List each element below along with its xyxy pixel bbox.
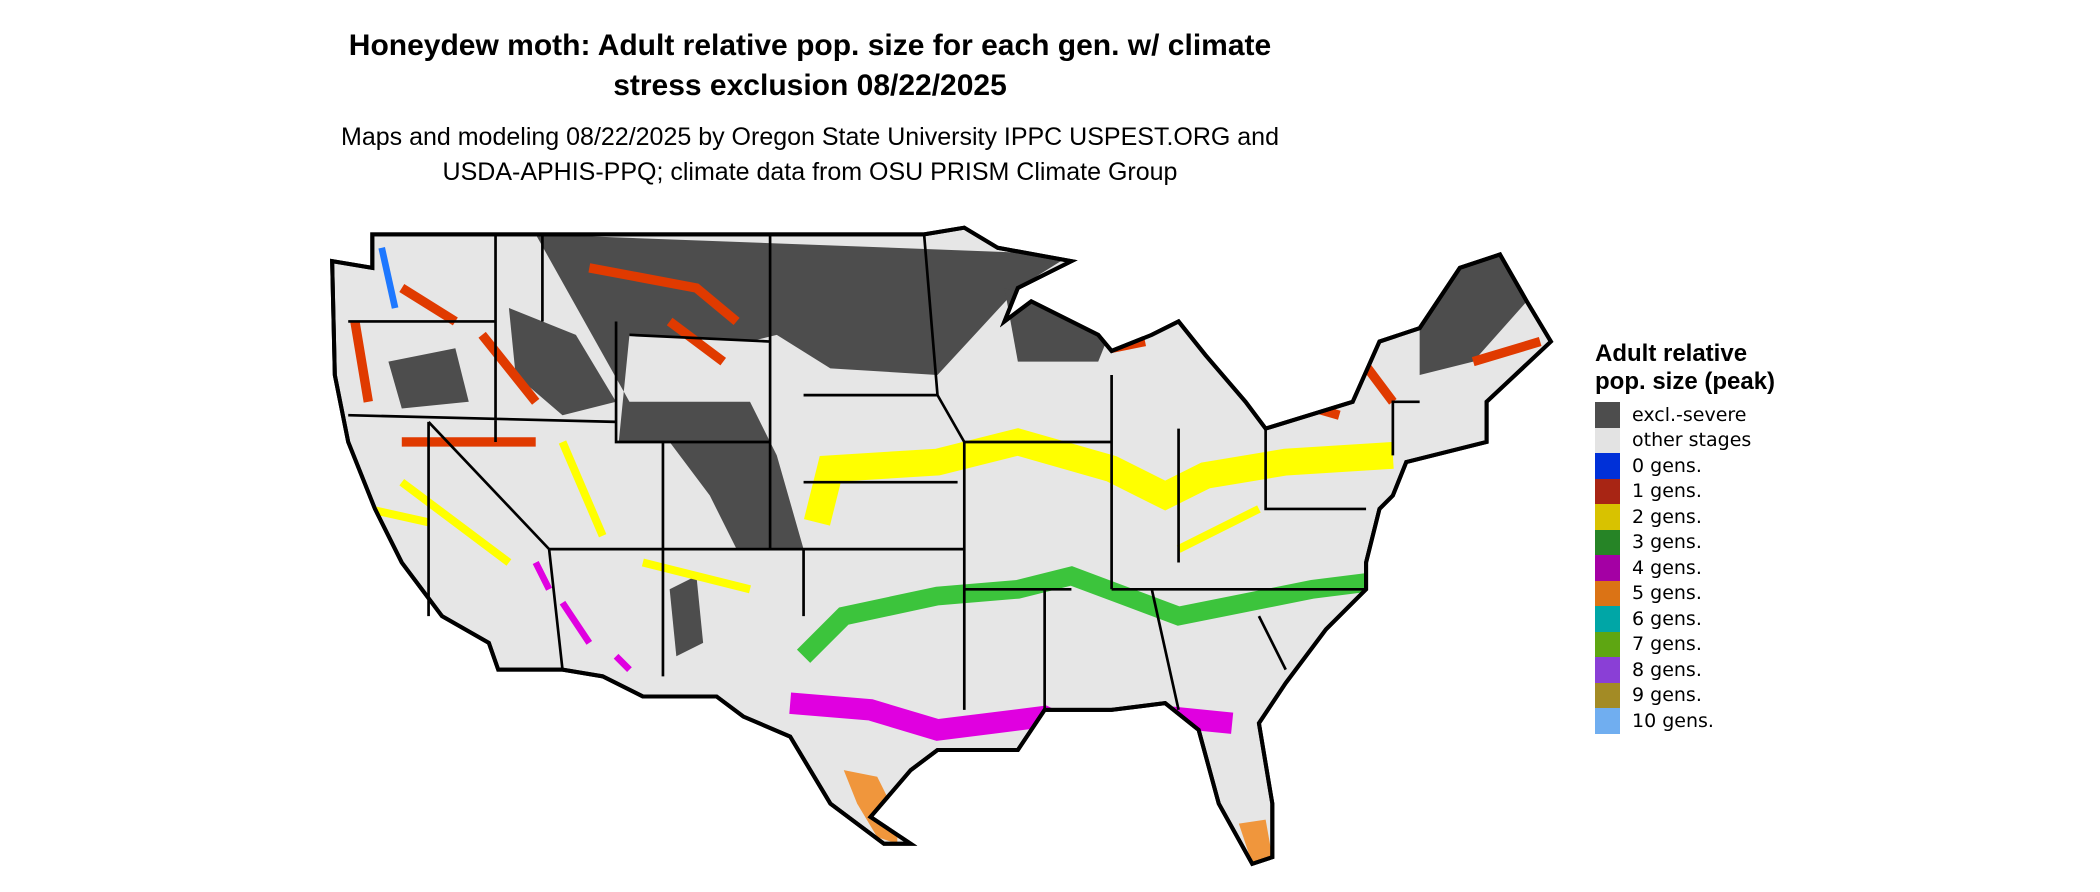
legend-item: 2 gens. [1595, 504, 1795, 530]
legend-swatch [1595, 606, 1620, 632]
state-borders [332, 228, 1551, 864]
legend-swatch [1595, 682, 1620, 708]
legend-label: 3 gens. [1632, 531, 1702, 554]
legend-item: other stages [1595, 427, 1795, 453]
legend-label: excl.-severe [1632, 403, 1747, 426]
legend-item: 3 gens. [1595, 529, 1795, 555]
legend-label: 2 gens. [1632, 505, 1702, 528]
title-line-2: stress exclusion 08/22/2025 [613, 69, 1007, 102]
excluded-region-maine [1419, 254, 1527, 376]
blue-0-gen-washington [378, 247, 399, 309]
legend-swatch [1595, 427, 1620, 453]
us-outline [330, 225, 1554, 867]
legend-label: 6 gens. [1632, 607, 1702, 630]
excluded-region-oregon [388, 348, 469, 409]
legend-item: 6 gens. [1595, 606, 1795, 632]
legend-swatch [1595, 555, 1620, 581]
legend-item: 10 gens. [1595, 708, 1795, 734]
orange-5-gen-florida [1238, 819, 1273, 864]
legend-label: 7 gens. [1632, 633, 1702, 656]
legend-swatch [1595, 478, 1620, 504]
legend-swatch [1595, 580, 1620, 606]
legend-label: 1 gens. [1632, 480, 1702, 503]
legend-item: 4 gens. [1595, 555, 1795, 581]
legend-swatch [1595, 402, 1620, 428]
excluded-region-idaho [508, 308, 617, 416]
excluded-region-southwest [669, 575, 704, 657]
legend-item: 8 gens. [1595, 657, 1795, 683]
legend-label: 9 gens. [1632, 684, 1702, 707]
legend-items: excl.-severe other stages 0 gens. 1 gens. 2 … [1595, 402, 1795, 734]
legend-label: 10 gens. [1632, 709, 1714, 732]
green-3-gen-band [796, 566, 1368, 663]
legend-item: excl.-severe [1595, 402, 1795, 428]
excluded-region-north-plains [535, 234, 1072, 550]
legend-swatch [1595, 708, 1620, 734]
legend-item: 1 gens. [1595, 478, 1795, 504]
excluded-region-upper-midwest [1004, 287, 1112, 362]
yellow-2-gen-west [367, 440, 1261, 594]
legend-swatch [1595, 529, 1620, 555]
legend-label: 4 gens. [1632, 556, 1702, 579]
us-land [332, 227, 1551, 864]
legend-item: 0 gens. [1595, 453, 1795, 479]
title-line-1: Honeydew moth: Adult relative pop. size … [348, 29, 1272, 62]
legend-label: 0 gens. [1632, 454, 1702, 477]
legend-item: 7 gens. [1595, 631, 1795, 657]
subtitle-line-2: USDA-APHIS-PPQ; climate data from OSU PR… [442, 158, 1178, 186]
magenta-4-gen-west [532, 561, 632, 673]
legend-title: Adult relative pop. size (peak) [1595, 340, 1776, 395]
legend-swatch [1595, 631, 1620, 657]
legend-swatch [1595, 453, 1620, 479]
legend: Adult relative pop. size (peak) excl.-se… [1595, 340, 1795, 734]
subtitle-line-1: Maps and modeling 08/22/2025 by Oregon S… [341, 123, 1279, 151]
legend-label: other stages [1632, 429, 1752, 452]
map-subtitle: Maps and modeling 08/22/2025 by Oregon S… [0, 120, 1620, 190]
map-title: Honeydew moth: Adult relative pop. size … [0, 26, 1620, 106]
legend-label: 5 gens. [1632, 582, 1702, 605]
legend-swatch [1595, 504, 1620, 530]
legend-label: 8 gens. [1632, 658, 1702, 681]
legend-swatch [1595, 657, 1620, 683]
legend-item: 9 gens. [1595, 682, 1795, 708]
legend-item: 5 gens. [1595, 580, 1795, 606]
